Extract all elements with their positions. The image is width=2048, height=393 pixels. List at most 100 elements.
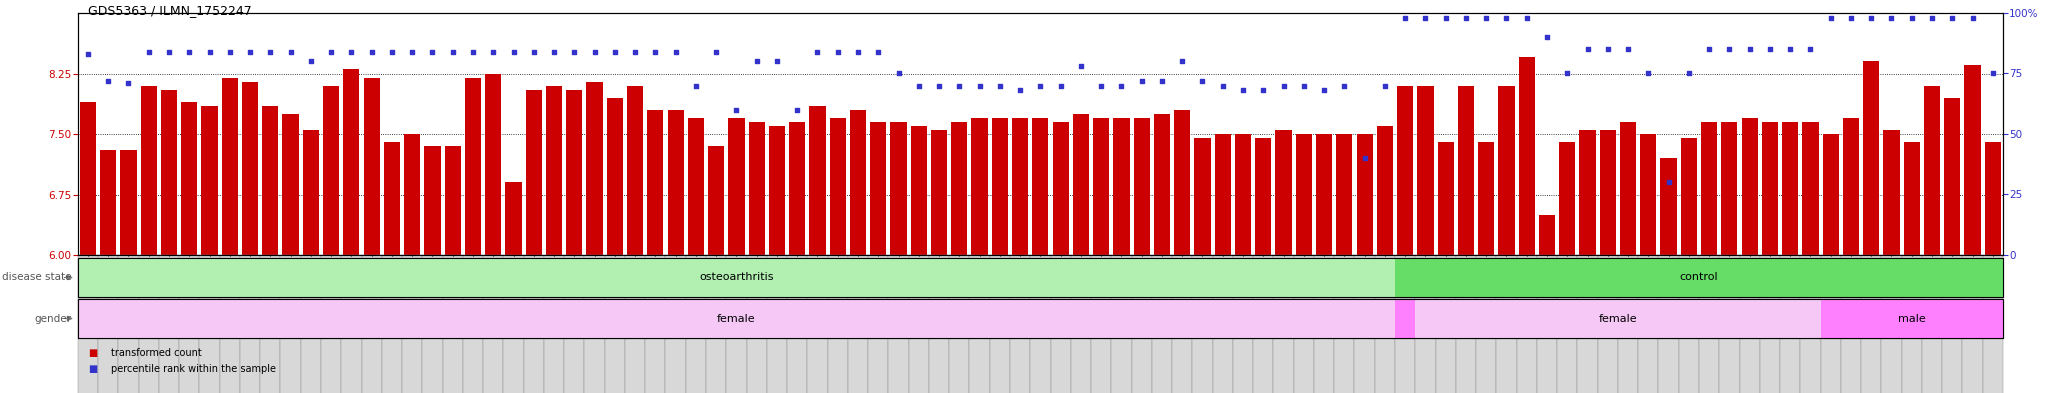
Bar xyxy=(1884,130,1901,255)
Point xyxy=(680,83,713,89)
FancyBboxPatch shape xyxy=(463,255,483,393)
FancyBboxPatch shape xyxy=(1294,255,1315,393)
Bar xyxy=(78,299,1395,338)
Bar xyxy=(1335,134,1352,255)
Point xyxy=(1409,15,1442,21)
Text: transformed count: transformed count xyxy=(111,348,201,358)
Point xyxy=(598,49,631,55)
FancyBboxPatch shape xyxy=(930,255,948,393)
Bar xyxy=(1741,118,1757,255)
Bar xyxy=(283,114,299,255)
Bar xyxy=(1438,142,1454,255)
Bar xyxy=(950,122,967,255)
Bar xyxy=(1823,134,1839,255)
Bar xyxy=(1579,130,1595,255)
Bar xyxy=(1964,65,1980,255)
Text: ■: ■ xyxy=(88,364,98,373)
Bar xyxy=(1356,134,1372,255)
Bar xyxy=(565,90,582,255)
Bar xyxy=(1458,86,1475,255)
Bar xyxy=(829,118,846,255)
Point xyxy=(801,49,834,55)
Point xyxy=(1653,179,1686,185)
Bar xyxy=(78,258,1395,297)
FancyBboxPatch shape xyxy=(442,255,463,393)
Point xyxy=(1612,46,1645,52)
Bar xyxy=(788,122,805,255)
Point xyxy=(1327,83,1360,89)
FancyBboxPatch shape xyxy=(1436,255,1456,393)
Bar xyxy=(180,102,197,255)
FancyBboxPatch shape xyxy=(219,255,240,393)
Point xyxy=(295,58,328,64)
Point xyxy=(557,49,590,55)
FancyBboxPatch shape xyxy=(1659,255,1679,393)
Point xyxy=(92,77,125,84)
Bar xyxy=(526,90,543,255)
FancyBboxPatch shape xyxy=(604,255,625,393)
Bar xyxy=(262,106,279,255)
FancyBboxPatch shape xyxy=(1333,255,1354,393)
Bar xyxy=(242,82,258,255)
FancyBboxPatch shape xyxy=(1212,255,1233,393)
FancyBboxPatch shape xyxy=(1739,255,1759,393)
FancyBboxPatch shape xyxy=(524,255,545,393)
Point xyxy=(274,49,307,55)
Point xyxy=(213,49,246,55)
FancyBboxPatch shape xyxy=(563,255,584,393)
Point xyxy=(1247,87,1280,94)
FancyBboxPatch shape xyxy=(1315,255,1333,393)
Point xyxy=(1774,46,1806,52)
Bar xyxy=(1681,138,1698,255)
Bar xyxy=(1702,122,1716,255)
Bar xyxy=(1802,122,1819,255)
Bar xyxy=(1397,86,1413,255)
FancyBboxPatch shape xyxy=(1374,255,1395,393)
Point xyxy=(133,49,166,55)
Bar xyxy=(1415,299,1821,338)
Point xyxy=(1348,155,1380,162)
Bar xyxy=(201,106,217,255)
FancyBboxPatch shape xyxy=(625,255,645,393)
Point xyxy=(842,49,874,55)
Bar xyxy=(1194,138,1210,255)
Bar xyxy=(1376,126,1393,255)
Text: female: female xyxy=(1599,314,1636,323)
Point xyxy=(618,49,651,55)
FancyBboxPatch shape xyxy=(1597,255,1618,393)
FancyBboxPatch shape xyxy=(422,255,442,393)
FancyBboxPatch shape xyxy=(381,255,401,393)
Bar xyxy=(809,106,825,255)
FancyBboxPatch shape xyxy=(1982,255,2003,393)
Point xyxy=(254,49,287,55)
FancyBboxPatch shape xyxy=(1556,255,1577,393)
FancyBboxPatch shape xyxy=(645,255,666,393)
FancyBboxPatch shape xyxy=(686,255,707,393)
Point xyxy=(1591,46,1624,52)
FancyBboxPatch shape xyxy=(989,255,1010,393)
Bar xyxy=(121,150,137,255)
Bar xyxy=(647,110,664,255)
Point xyxy=(1935,15,1968,21)
Point xyxy=(983,83,1016,89)
FancyBboxPatch shape xyxy=(1679,255,1700,393)
Point xyxy=(315,49,348,55)
Bar xyxy=(870,122,887,255)
Bar xyxy=(709,146,725,255)
Point xyxy=(1509,15,1542,21)
FancyBboxPatch shape xyxy=(786,255,807,393)
Bar xyxy=(506,182,522,255)
FancyBboxPatch shape xyxy=(178,255,199,393)
Point xyxy=(1794,46,1827,52)
Bar xyxy=(1296,134,1313,255)
Bar xyxy=(1395,299,1415,338)
FancyBboxPatch shape xyxy=(322,255,342,393)
Text: male: male xyxy=(1898,314,1925,323)
Bar xyxy=(344,70,360,255)
Bar xyxy=(768,126,784,255)
Point xyxy=(1044,83,1077,89)
FancyBboxPatch shape xyxy=(240,255,260,393)
Bar xyxy=(1153,114,1169,255)
FancyBboxPatch shape xyxy=(727,255,748,393)
FancyBboxPatch shape xyxy=(1618,255,1638,393)
